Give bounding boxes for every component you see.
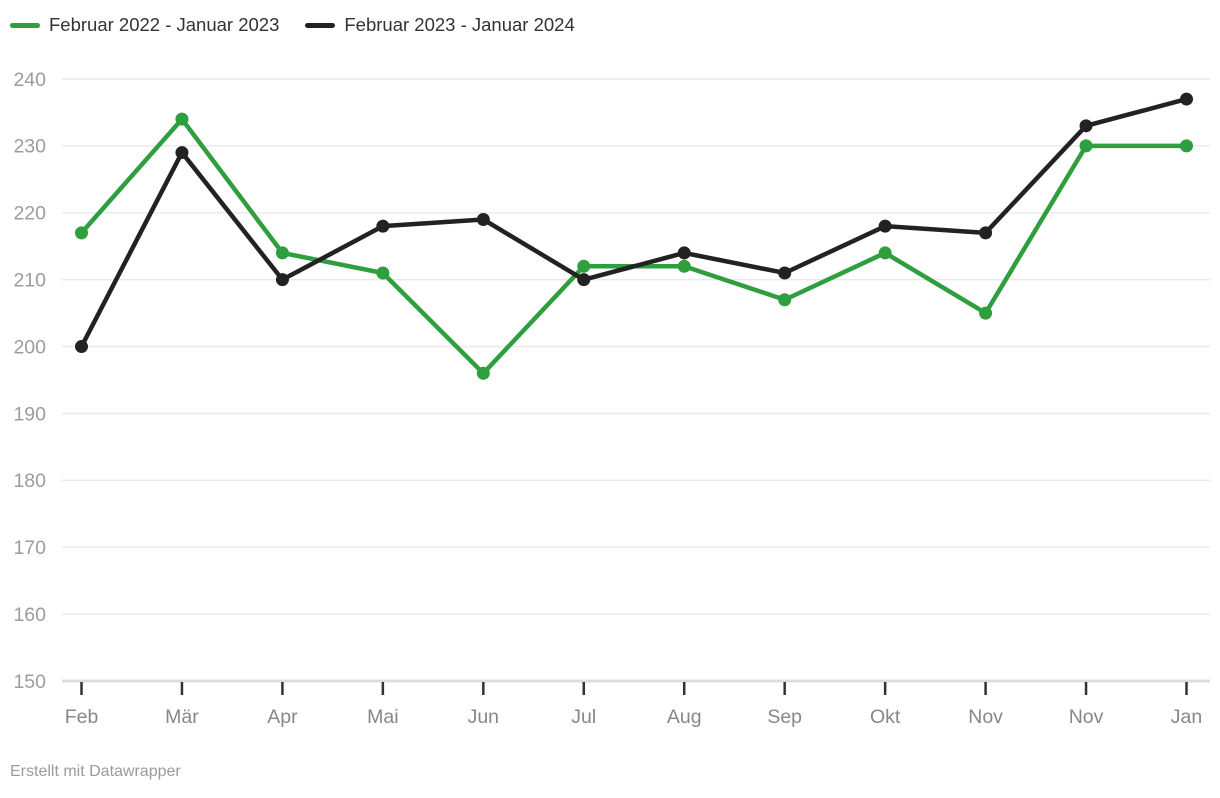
data-point (376, 219, 390, 233)
y-tick-label: 150 (13, 671, 46, 693)
legend-swatch-black-line-icon (305, 22, 336, 28)
data-point (778, 266, 792, 280)
data-point (275, 246, 289, 260)
attribution-prefix: Erstellt mit (10, 763, 90, 780)
x-tick-label: Mai (367, 706, 398, 728)
x-tick-label: Apr (267, 706, 298, 728)
x-tick-label: Nov (968, 706, 1003, 728)
legend-label-series-1: Februar 2022 - Januar 2023 (49, 14, 280, 35)
data-point (75, 226, 88, 240)
data-point (1180, 139, 1193, 153)
data-point (476, 212, 490, 226)
y-tick-label: 200 (13, 336, 46, 358)
x-tick-label: Aug (667, 706, 702, 728)
y-tick-label: 190 (13, 403, 46, 425)
data-point (778, 293, 792, 307)
data-point (175, 146, 189, 160)
data-point (175, 112, 189, 126)
data-point (376, 266, 390, 280)
data-point (1079, 119, 1093, 133)
x-tick-label: Nov (1069, 706, 1104, 728)
legend-label-series-2: Februar 2023 - Januar 2024 (344, 14, 575, 35)
data-point (677, 259, 691, 273)
data-point (878, 219, 892, 233)
data-point (979, 306, 993, 320)
x-tick-label: Jun (468, 706, 499, 728)
x-tick-label: Okt (870, 706, 901, 728)
data-point (1180, 92, 1193, 106)
legend-swatch-green-line-icon (10, 22, 40, 28)
x-tick-label: Jul (571, 706, 596, 728)
y-tick-label: 210 (13, 269, 46, 291)
y-tick-label: 170 (13, 537, 46, 559)
data-point (577, 273, 591, 287)
data-point (275, 273, 289, 287)
x-tick-label: Jan (1171, 706, 1202, 728)
legend: Februar 2022 - Januar 2023 Februar 2023 … (10, 14, 575, 35)
data-point (476, 366, 490, 380)
y-tick-label: 180 (13, 470, 46, 492)
series-line-2 (79, 96, 1189, 349)
legend-item-series-2: Februar 2023 - Januar 2024 (305, 14, 575, 35)
data-point (878, 246, 892, 260)
data-point (577, 259, 591, 273)
data-point (75, 340, 88, 354)
x-tick-label: Mär (165, 706, 199, 728)
y-tick-label: 240 (13, 69, 46, 91)
y-tick-label: 230 (13, 136, 46, 158)
x-tick-label: Sep (767, 706, 802, 728)
attribution: Erstellt mit Datawrapper (10, 763, 181, 781)
datawrapper-link[interactable]: Datawrapper (89, 763, 181, 780)
data-point (677, 246, 691, 260)
y-tick-label: 220 (13, 203, 46, 225)
y-tick-label: 160 (13, 604, 46, 626)
series-line-1 (79, 116, 1189, 376)
data-point (1079, 139, 1093, 153)
x-tick-label: Feb (65, 706, 99, 728)
data-point (979, 226, 993, 240)
legend-item-series-1: Februar 2022 - Januar 2023 (10, 14, 280, 35)
